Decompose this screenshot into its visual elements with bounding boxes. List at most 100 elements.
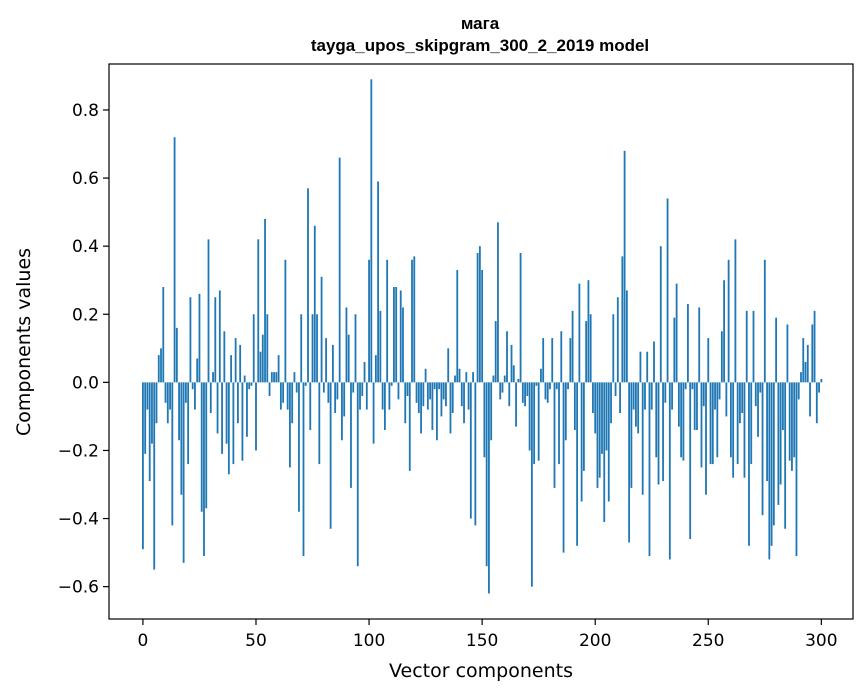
bar — [781, 382, 784, 431]
bar — [607, 382, 610, 502]
bar — [370, 79, 373, 383]
bar — [720, 331, 723, 383]
bar — [279, 382, 282, 410]
bar — [386, 259, 389, 383]
bar — [157, 355, 160, 383]
bar — [558, 382, 560, 465]
bar — [289, 382, 291, 468]
bar — [286, 382, 289, 410]
x-tick-label: 300 — [805, 631, 837, 651]
chart-title: мага — [461, 14, 500, 33]
bar — [569, 338, 572, 383]
bar — [481, 270, 484, 383]
bar — [748, 382, 750, 546]
bar — [750, 382, 753, 465]
y-tick-label: 0.4 — [72, 237, 99, 257]
bar — [463, 382, 465, 424]
bar — [476, 252, 479, 383]
bar — [194, 382, 196, 410]
bar — [320, 276, 323, 383]
bar — [815, 382, 818, 424]
bar — [365, 382, 368, 410]
bar — [533, 382, 536, 465]
bar — [203, 382, 205, 557]
bar — [625, 290, 628, 383]
bar — [180, 382, 183, 495]
bar — [216, 382, 219, 434]
bar — [770, 382, 773, 546]
bar — [160, 348, 162, 383]
bar — [227, 382, 230, 475]
bar — [420, 382, 422, 434]
bar — [399, 290, 402, 383]
bar — [562, 382, 565, 553]
bar — [393, 287, 395, 383]
bar — [530, 382, 533, 587]
bar — [800, 372, 802, 383]
bar — [250, 382, 253, 386]
bar — [684, 382, 687, 390]
bar — [564, 382, 567, 441]
bar — [497, 222, 499, 383]
bar — [318, 382, 321, 465]
bar — [395, 287, 398, 383]
bar — [144, 382, 147, 454]
bar — [585, 321, 588, 383]
y-tick-label: −0.2 — [58, 441, 99, 461]
bar — [521, 382, 524, 403]
bar — [431, 382, 434, 431]
bar — [596, 382, 599, 488]
bar — [553, 382, 556, 488]
bar — [494, 321, 497, 383]
bar — [696, 382, 698, 431]
bar — [341, 382, 343, 441]
bar — [205, 382, 208, 509]
bar — [173, 137, 176, 383]
bar — [325, 338, 327, 383]
bar — [503, 375, 506, 383]
bar — [354, 314, 357, 383]
bar — [772, 382, 775, 526]
bar — [237, 382, 239, 424]
bar — [791, 382, 793, 471]
bar — [485, 382, 488, 567]
bar — [148, 382, 151, 482]
bar — [345, 307, 348, 383]
bar — [499, 382, 502, 400]
bar — [555, 382, 558, 390]
bar — [673, 317, 676, 383]
bar — [309, 382, 312, 431]
y-tick-label: 0.8 — [72, 101, 99, 121]
bar — [601, 382, 603, 454]
bar — [316, 314, 318, 383]
bar — [655, 382, 658, 458]
bar — [300, 314, 303, 383]
bar — [745, 310, 748, 383]
bar — [659, 246, 662, 383]
chart-subtitle: tayga_upos_skipgram_300_2_2019 model — [311, 36, 649, 55]
bar — [811, 324, 814, 383]
bar — [472, 372, 474, 383]
bar — [374, 355, 377, 383]
x-tick-label: 200 — [579, 631, 611, 651]
bar — [483, 382, 486, 458]
bar — [295, 382, 298, 393]
bar — [702, 382, 705, 407]
bar — [592, 382, 594, 413]
bar — [469, 382, 472, 519]
bar — [519, 252, 522, 383]
bar — [356, 382, 359, 567]
bar — [741, 382, 744, 413]
bar — [508, 382, 511, 407]
bar — [196, 358, 199, 383]
bar — [540, 368, 542, 383]
bar — [440, 382, 443, 417]
bar — [490, 382, 493, 441]
bar — [155, 382, 158, 424]
bar — [524, 382, 526, 407]
bar — [637, 382, 640, 434]
bar — [603, 382, 606, 522]
bar — [379, 310, 382, 383]
